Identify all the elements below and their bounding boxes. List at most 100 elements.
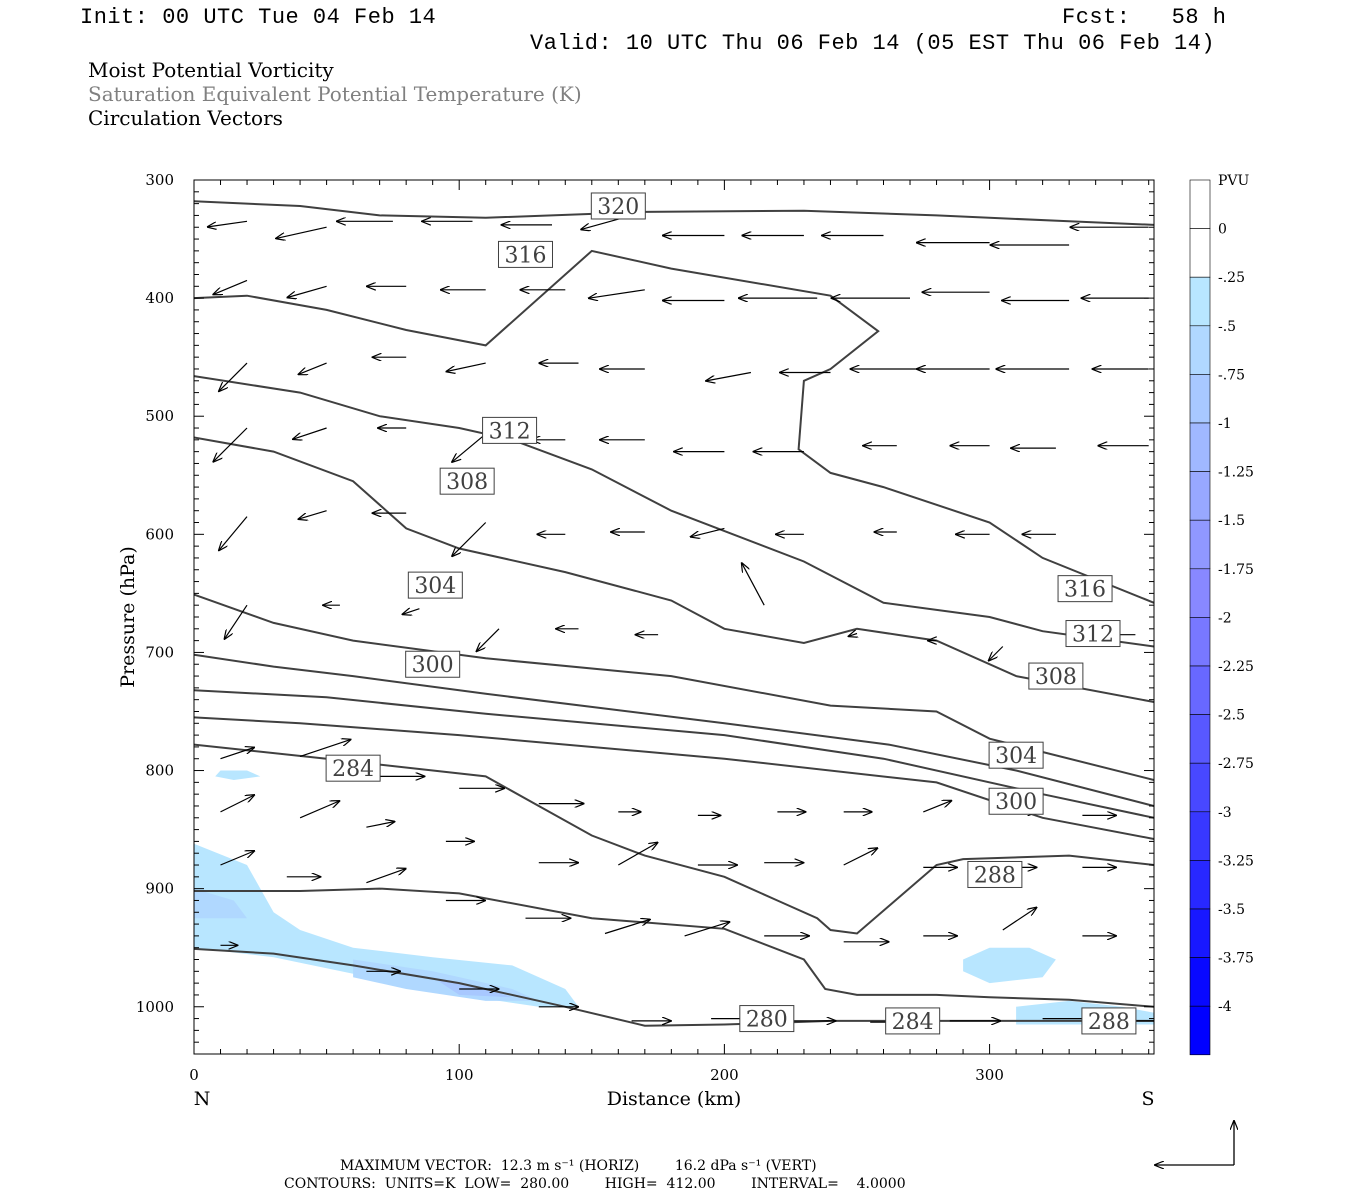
y-tick-label: 400	[145, 289, 174, 307]
y-tick-label: 800	[145, 762, 174, 780]
title-theta-es: Saturation Equivalent Potential Temperat…	[88, 82, 582, 106]
colorbar-swatch	[1189, 762, 1211, 813]
circulation-vector	[403, 609, 420, 615]
circulation-vector	[477, 628, 500, 651]
circulation-vector	[299, 510, 327, 519]
svg-text:312: 312	[1072, 623, 1114, 648]
circulation-vector	[452, 522, 487, 557]
circulation-vector	[843, 848, 878, 866]
contour-label-284: 284	[885, 1007, 941, 1035]
colorbar-swatch	[1189, 860, 1211, 910]
circulation-vector	[299, 801, 339, 819]
pv-region-6	[194, 888, 247, 919]
svg-text:312: 312	[489, 419, 531, 444]
circulation-vector	[299, 362, 327, 374]
contour-label-304: 304	[988, 741, 1044, 769]
contour-label-316: 316	[497, 240, 553, 268]
colorbar-swatch	[1189, 325, 1211, 375]
circulation-vector	[276, 226, 327, 238]
contour-304	[194, 593, 1154, 781]
colorbar-label: -3	[1218, 805, 1232, 821]
svg-text:316: 316	[504, 243, 546, 268]
colorbar-label: 0	[1218, 222, 1227, 238]
contour-label-300: 300	[405, 650, 461, 678]
circulation-vector	[447, 362, 486, 371]
colorbar-swatch	[1189, 908, 1211, 958]
circulation-vector	[219, 516, 248, 551]
contour-label-288: 288	[1081, 1007, 1137, 1035]
y-tick-label: 300	[145, 171, 174, 189]
circulation-vector	[225, 604, 248, 639]
y-tick-label: 700	[145, 643, 174, 661]
svg-text:308: 308	[446, 470, 488, 495]
contour-312	[194, 375, 1154, 648]
colorbar-unit: PVU	[1218, 173, 1250, 189]
svg-text:308: 308	[1035, 665, 1077, 690]
circulation-vector	[220, 748, 255, 760]
colorbar-label: -1	[1218, 416, 1232, 432]
circulation-vector	[208, 220, 248, 227]
colorbar-swatch	[1189, 179, 1211, 229]
circulation-vector	[293, 427, 327, 439]
reference-vector	[1155, 1121, 1234, 1165]
colorbar-swatch	[1189, 228, 1211, 278]
y-tick-label: 900	[145, 880, 174, 898]
circulation-vector	[219, 362, 248, 391]
forecast-hour: Fcst: 58 h	[1062, 5, 1227, 30]
circulation-vector	[213, 279, 248, 294]
colorbar-label: -.5	[1218, 319, 1236, 335]
circulation-vector	[691, 527, 725, 536]
circulation-vector	[923, 801, 951, 813]
svg-text:304: 304	[995, 744, 1037, 769]
title-circulation: Circulation Vectors	[88, 106, 283, 130]
contour-label-308: 308	[439, 467, 495, 495]
contour-label-280: 280	[739, 1005, 795, 1033]
circulation-vector	[213, 427, 248, 462]
circulation-vector	[849, 634, 857, 637]
circulation-vector	[706, 371, 752, 381]
plot-frame	[193, 179, 1155, 1055]
title-mpv: Moist Potential Vorticity	[88, 58, 334, 82]
svg-text:300: 300	[412, 653, 454, 678]
circulation-vector	[452, 433, 487, 462]
circulation-vector	[287, 285, 327, 297]
svg-text:288: 288	[1088, 1010, 1130, 1035]
y-tick-label: 600	[145, 525, 174, 543]
svg-text:304: 304	[414, 574, 456, 599]
colorbar-label: -2.75	[1218, 756, 1254, 772]
contour-284	[194, 887, 1154, 1008]
contour-label-320: 320	[590, 192, 646, 220]
colorbar-label: -.75	[1218, 367, 1245, 383]
contour-label-316: 316	[1057, 575, 1113, 603]
circulation-vector	[299, 740, 350, 757]
y-tick-label: 500	[145, 407, 174, 425]
svg-text:320: 320	[597, 195, 639, 220]
x-tick-label: 0	[189, 1066, 199, 1084]
pv-region-2	[963, 947, 1056, 984]
svg-text:280: 280	[746, 1008, 788, 1033]
x-tick-label: 100	[445, 1066, 474, 1084]
circulation-vector	[989, 646, 1004, 661]
circulation-vector	[366, 822, 394, 828]
svg-text:316: 316	[1064, 578, 1106, 603]
contour-label-300: 300	[988, 787, 1044, 815]
svg-text:300: 300	[995, 790, 1037, 815]
colorbar-label: -3.5	[1218, 902, 1245, 918]
circulation-vector	[220, 795, 255, 813]
colorbar-label: -2.5	[1218, 708, 1245, 724]
pv-region-1	[215, 770, 261, 780]
colorbar-label: -4	[1218, 999, 1232, 1015]
circulation-vector	[604, 920, 650, 935]
colorbar-swatch	[1189, 568, 1211, 618]
colorbar-label: -3.25	[1218, 853, 1254, 869]
colorbar-swatch	[1189, 471, 1211, 521]
circulation-vector	[589, 289, 645, 298]
colorbar-swatch	[1189, 714, 1211, 764]
colorbar-label: -.25	[1218, 270, 1245, 286]
contour-label-288: 288	[967, 860, 1023, 888]
svg-text:288: 288	[974, 863, 1016, 888]
contour-316	[194, 249, 1154, 604]
x-right-end-label: S	[1141, 1088, 1154, 1110]
colorbar-swatch	[1189, 276, 1211, 327]
